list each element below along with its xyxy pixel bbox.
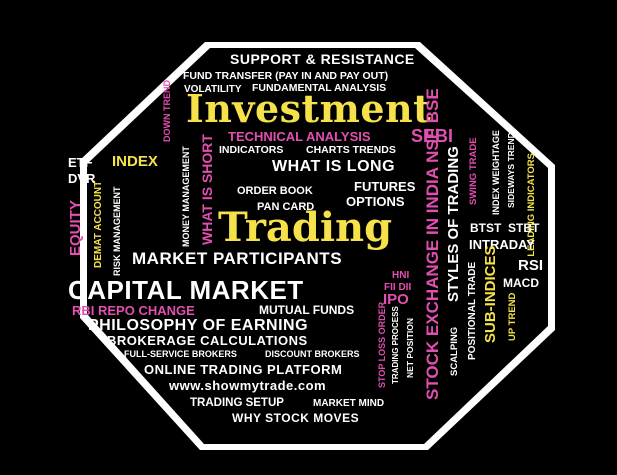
word-support-resistance: SUPPORT & RESISTANCE bbox=[230, 51, 415, 67]
word-online-platform: ONLINE TRADING PLATFORM bbox=[144, 362, 343, 377]
word-market-participants: MARKET PARTICIPANTS bbox=[132, 249, 343, 268]
word-demat-account: DEMAT ACCOUNT bbox=[93, 180, 104, 268]
word-pan-card: PAN CARD bbox=[257, 201, 315, 213]
octagon-inner bbox=[87, 48, 548, 444]
word-btst: BTST bbox=[470, 221, 502, 235]
word-ipo: IPO bbox=[383, 291, 409, 308]
word-equity: EQUITY bbox=[67, 200, 84, 256]
word-styles-of-trading: STYLES OF TRADING bbox=[445, 146, 462, 302]
word-fundamental-analysis: FUNDAMENTAL ANALYSIS bbox=[252, 82, 387, 94]
word-brokerage: BROKERAGE CALCULATIONS bbox=[107, 333, 308, 348]
word-fii-dii: FII DII bbox=[384, 282, 412, 293]
word-order-book: ORDER BOOK bbox=[237, 185, 313, 197]
word-scalping: SCALPING bbox=[449, 326, 460, 376]
word-what-is-short: WHAT IS SHORT bbox=[199, 134, 215, 245]
word-money-management: MONEY MANAGEMENT bbox=[181, 146, 191, 247]
word-philosophy: PHILOSOPHY OF EARNING bbox=[88, 317, 309, 334]
word-volatility: VOLATILITY bbox=[184, 84, 242, 95]
word-stock-exchange: STOCK EXCHANGE IN INDIA NSE BSE bbox=[423, 88, 442, 400]
word-etf: ETF bbox=[68, 155, 93, 170]
word-index-weightage: INDEX WEIGHTAGE bbox=[491, 130, 501, 215]
word-options: OPTIONS bbox=[346, 194, 405, 209]
word-trading-process: TRADING PROCESS bbox=[391, 306, 400, 384]
word-sebi: SEBI bbox=[411, 126, 454, 146]
word-capital-market: CAPITAL MARKET bbox=[68, 275, 304, 305]
word-fund-transfer: FUND TRANSFER (PAY IN AND PAY OUT) bbox=[183, 70, 389, 82]
word-stbt: STBT bbox=[508, 221, 540, 235]
word-dvr: DVR bbox=[68, 171, 96, 186]
word-up-trend: UP TREND bbox=[507, 292, 518, 341]
word-full-service: FULL-SERVICE BROKERS bbox=[124, 349, 237, 359]
word-trading-setup: TRADING SETUP bbox=[190, 397, 284, 409]
word-website[interactable]: www.showmytrade.com bbox=[169, 378, 327, 393]
word-down-trend: DOWN TREND bbox=[162, 80, 172, 142]
word-swing-trade: SWING TRADE bbox=[468, 137, 479, 205]
word-sub-indices: SUB-INDICES bbox=[482, 245, 499, 343]
word-investment: Investment bbox=[186, 86, 432, 131]
word-hni: HNI bbox=[392, 270, 410, 281]
word-rbi-repo: RBI REPO CHANGE bbox=[72, 303, 195, 318]
word-positional-trade: POSITIONAL TRADE bbox=[467, 261, 478, 360]
word-charts-trends: CHARTS TRENDS bbox=[306, 144, 396, 156]
word-trading: Trading bbox=[218, 204, 393, 251]
word-index: INDEX bbox=[112, 153, 158, 170]
word-technical-analysis: TECHNICAL ANALYSIS bbox=[228, 129, 371, 144]
word-market-mind: MARKET MIND bbox=[313, 398, 385, 409]
word-what-is-long: WHAT IS LONG bbox=[272, 158, 396, 175]
word-discount-brokers: DISCOUNT BROKERS bbox=[265, 349, 360, 359]
word-why-stock: WHY STOCK MOVES bbox=[232, 411, 360, 425]
word-intraday: INTRADAY bbox=[469, 237, 535, 252]
word-indicators: INDICATORS bbox=[219, 144, 284, 156]
word-net-position: NET POSITION bbox=[405, 318, 415, 378]
word-futures: FUTURES bbox=[354, 179, 416, 194]
word-stop-loss: STOP LOSS ORDER bbox=[377, 301, 387, 388]
word-sideways-trend: SIDEWAYS TREND bbox=[506, 132, 516, 208]
word-macd: MACD bbox=[503, 276, 539, 290]
word-mutual-funds: MUTUAL FUNDS bbox=[259, 303, 355, 317]
word-rsi: RSI bbox=[518, 257, 544, 274]
word-risk-management: RISK MANAGEMENT bbox=[112, 186, 122, 277]
